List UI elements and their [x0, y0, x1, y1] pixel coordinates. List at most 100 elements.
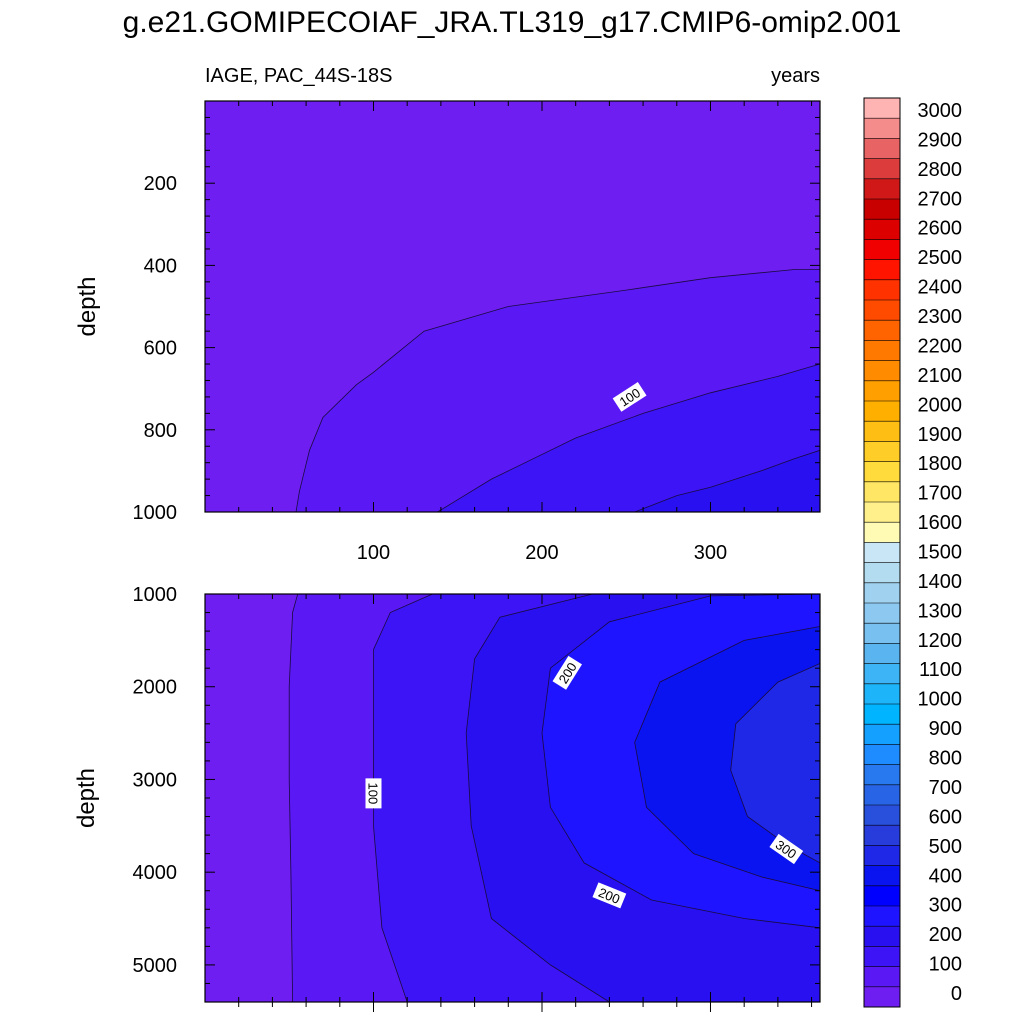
contour-band-100: [437, 364, 820, 512]
colorbar-swatch: [864, 219, 900, 240]
y-tick-label: 5000: [133, 955, 178, 977]
contour-line-200: [541, 594, 820, 929]
y-tick-label: 2000: [133, 677, 178, 699]
colorbar-swatch: [864, 946, 900, 967]
colorbar-label: 800: [929, 748, 962, 770]
colorbar-swatch: [864, 683, 900, 705]
colorbar-swatch: [864, 784, 900, 806]
colorbar-label: 2300: [918, 306, 963, 328]
colorbar-swatch: [864, 562, 900, 584]
colorbar-label: 1100: [919, 659, 962, 681]
colorbar: 3000290028002700260025002400230022002100…: [863, 97, 963, 1008]
contour-band-150: [634, 450, 820, 512]
colorbar-swatch: [864, 906, 900, 927]
x-tick-label: 300: [694, 542, 727, 564]
colorbar-label: 3000: [918, 100, 963, 122]
colorbar-swatch: [864, 885, 900, 907]
colorbar-swatch: [864, 98, 900, 119]
y-tick-label: 200: [144, 173, 177, 195]
colorbar-swatch: [864, 421, 900, 442]
y-axis-label: depth: [74, 276, 101, 336]
y-tick-label: 1000: [133, 584, 178, 606]
colorbar-label: 2600: [918, 218, 963, 240]
y-tick-label: 400: [144, 255, 177, 277]
main-title: g.e21.GOMIPECOIAF_JRA.TL319_g17.CMIP6-om…: [122, 6, 902, 39]
contour-band-300: [730, 663, 820, 863]
y-tick-label: 3000: [133, 769, 178, 791]
colorbar-swatch: [864, 320, 900, 341]
contour-line-50: [288, 594, 299, 1002]
colorbar-swatch: [864, 744, 900, 765]
contour-line-100: [437, 363, 820, 512]
colorbar-label: 2200: [918, 335, 963, 357]
colorbar-label: 400: [929, 865, 962, 887]
colorbar-swatch: [864, 401, 900, 422]
colorbar-label: 1000: [918, 689, 963, 711]
colorbar-label: 1200: [918, 630, 963, 652]
colorbar-swatch: [864, 502, 900, 523]
contour-line-150: [634, 449, 820, 512]
colorbar-label: 500: [929, 836, 962, 858]
colorbar-label: 100: [929, 954, 962, 976]
colorbar-label: 300: [929, 895, 962, 917]
colorbar-label: 2500: [918, 247, 963, 269]
colorbar-label: 1600: [918, 512, 963, 534]
y-tick-label: 4000: [133, 862, 178, 884]
colorbar-swatch: [864, 279, 900, 301]
colorbar-swatch: [864, 239, 900, 260]
y-tick-label: 800: [144, 420, 177, 442]
colorbar-swatch: [864, 360, 900, 382]
colorbar-swatch: [864, 380, 900, 402]
colorbar-swatch: [864, 603, 900, 624]
colorbar-label: 1400: [918, 571, 963, 593]
colorbar-label: 2400: [918, 277, 963, 299]
colorbar-label: 2100: [918, 365, 963, 387]
y-tick-label: 600: [144, 338, 177, 360]
colorbar-label: 0: [951, 983, 962, 1005]
colorbar-label: 1900: [918, 424, 963, 446]
colorbar-label: 2900: [918, 129, 963, 151]
colorbar-label: 2800: [918, 159, 963, 181]
colorbar-swatch: [864, 724, 900, 745]
colorbar-swatch: [864, 138, 900, 159]
colorbar-swatch: [864, 663, 900, 685]
colorbar-swatch: [864, 441, 900, 462]
colorbar-label: 200: [929, 924, 962, 946]
colorbar-swatch: [864, 805, 900, 826]
colorbar-swatch: [864, 845, 900, 866]
colorbar-swatch: [864, 986, 900, 1008]
colorbar-swatch: [864, 481, 900, 503]
colorbar-swatch: [864, 158, 900, 180]
colorbar-label: 1500: [918, 542, 963, 564]
upper-left-label: IAGE, PAC_44S-18S: [205, 65, 393, 87]
colorbar-swatch: [864, 178, 900, 200]
contour-line-150: [465, 594, 610, 1002]
colorbar-swatch: [864, 259, 900, 281]
contour-label-0: 100: [365, 778, 382, 809]
contour-label-text: 100: [365, 783, 380, 805]
colorbar-label: 2000: [918, 394, 963, 416]
y-axis-label: depth: [73, 768, 100, 828]
colorbar-swatch: [864, 825, 900, 846]
colorbar-swatch: [864, 340, 900, 361]
colorbar-frame: [863, 97, 901, 1008]
contour-line-100: [373, 594, 433, 1002]
colorbar-swatch: [864, 704, 900, 725]
colorbar-label: 900: [929, 718, 962, 740]
colorbar-label: 1700: [918, 483, 963, 505]
colorbar-swatch: [864, 623, 900, 644]
colorbar-swatch: [864, 582, 900, 604]
colorbar-label: 1300: [918, 600, 963, 622]
colorbar-swatch: [864, 643, 900, 664]
colorbar-swatch: [864, 199, 900, 220]
plot-frame: [204, 100, 821, 513]
colorbar-label: 2700: [918, 188, 963, 210]
colorbar-label: 600: [929, 806, 962, 828]
colorbar-swatch: [864, 764, 900, 786]
colorbar-swatch: [864, 865, 900, 887]
x-tick-label: 100: [357, 542, 390, 564]
y-tick-label: 1000: [133, 502, 178, 524]
